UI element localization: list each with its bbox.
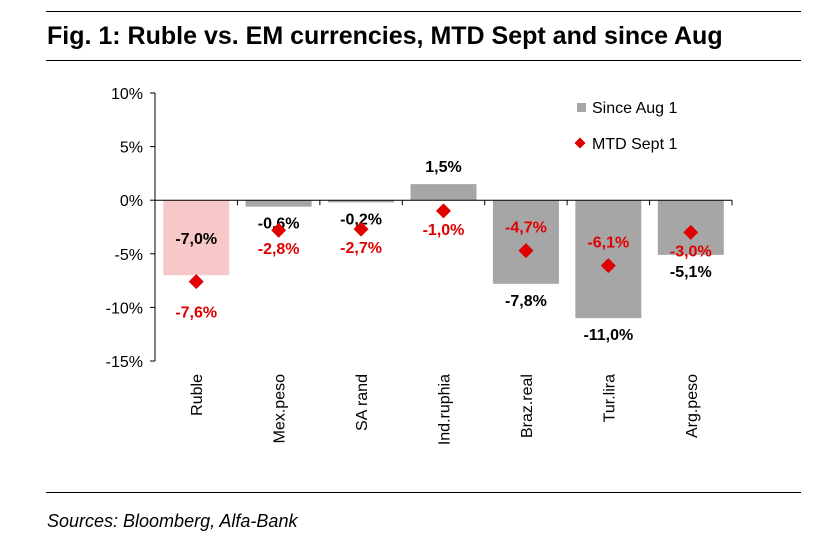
category-label: Arg.peso (684, 374, 701, 438)
category-label: SA rand (354, 374, 371, 431)
category-label: Ruble (189, 374, 206, 416)
bottom-rule (46, 492, 801, 493)
bar-value-label: -5,1% (670, 264, 712, 281)
y-tick-label: 10% (111, 86, 143, 103)
source-note: Sources: Bloomberg, Alfa-Bank (47, 511, 298, 531)
marker-value-label: -3,0% (670, 243, 712, 260)
title-underline (46, 60, 801, 61)
marker-mtd-sept (600, 258, 616, 274)
legend-label: Since Aug 1 (592, 100, 678, 117)
bar-value-label: -7,8% (505, 293, 547, 310)
marker-mtd-sept (683, 224, 699, 240)
marker-value-label: -2,7% (340, 240, 382, 257)
marker-value-label: -4,7% (505, 220, 547, 237)
marker-value-label: -6,1% (587, 235, 629, 252)
bar-since-aug (410, 184, 477, 201)
marker-value-label: -2,8% (258, 241, 300, 258)
chart-area: 10% 5% 0% -5% -10% -15% Ruble Mex.peso SA rand In… (106, 86, 733, 445)
chart-title: Fig. 1: Ruble vs. EM currencies, MTD Sep… (47, 22, 723, 50)
legend-label: MTD Sept 1 (592, 136, 677, 153)
marker-value-label: -1,0% (423, 222, 465, 239)
legend-swatch-marker (574, 137, 586, 149)
marker-value-label: -7,6% (175, 305, 217, 322)
bar-value-label: 1,5% (425, 159, 461, 176)
y-tick-label: 5% (120, 140, 143, 157)
category-label: Braz.real (519, 374, 536, 438)
bar-value-label: -7,0% (175, 231, 217, 248)
marker-mtd-sept (271, 222, 287, 238)
bar-since-aug (163, 200, 230, 276)
top-rule (46, 11, 801, 12)
category-label: Tur.lira (601, 374, 618, 422)
y-tick-label: -15% (106, 354, 143, 371)
category-label: Ind.ruphia (437, 374, 454, 445)
bar-since-aug (328, 200, 395, 203)
y-tick-label: 0% (120, 193, 143, 210)
marker-mtd-sept (188, 274, 204, 290)
y-tick-label: -10% (106, 300, 143, 317)
bar-value-label: -11,0% (583, 327, 633, 344)
y-tick-label: -5% (115, 247, 143, 264)
legend-swatch-bar (577, 103, 586, 112)
bar-since-aug (492, 200, 559, 284)
bar-since-aug (245, 200, 312, 207)
marker-mtd-sept (353, 221, 369, 237)
category-label: Mex.peso (272, 374, 289, 443)
marker-mtd-sept (518, 243, 534, 259)
bar-value-label: -0,2% (340, 211, 382, 228)
marker-mtd-sept (436, 203, 451, 219)
